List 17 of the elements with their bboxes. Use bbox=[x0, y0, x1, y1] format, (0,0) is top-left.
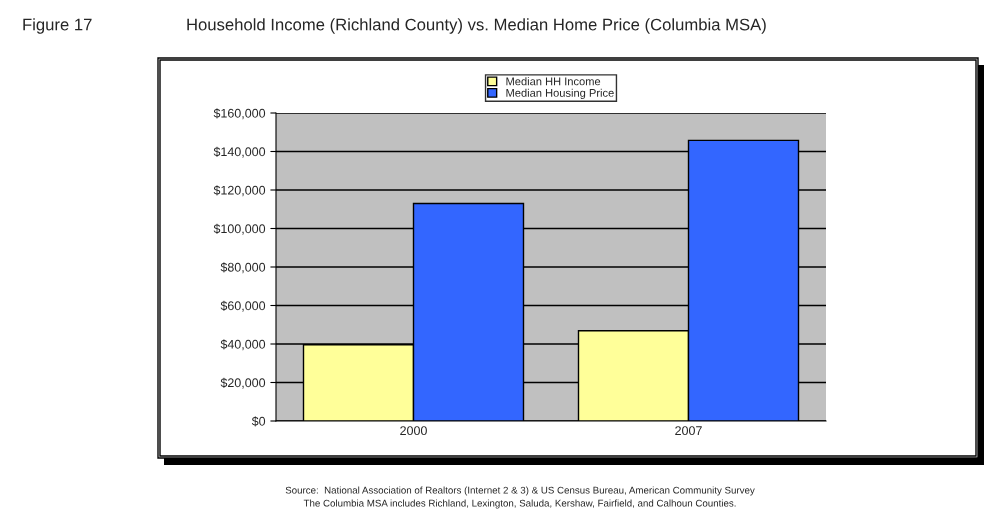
chart-title: Household Income (Richland County) vs. Median Home Price (Columbia MSA) bbox=[187, 18, 766, 34]
y-tick-label: $20,000 bbox=[220, 377, 266, 389]
y-tick-label: $40,000 bbox=[220, 339, 266, 351]
y-tick-label: $160,000 bbox=[213, 108, 266, 120]
y-tick-label: $100,000 bbox=[213, 223, 266, 235]
legend-label: Median HH Income bbox=[506, 77, 601, 86]
source-note: Source: National Association of Realtors (Internet 2 & 3) & US Census Bureau, American Community Survey bbox=[285, 486, 755, 496]
text: The Columbia MSA includes Richland, Lexington, Saluda, Kershaw, Fairfield, and Calhoun Counties. bbox=[303, 499, 736, 509]
y-tick-label: $80,000 bbox=[220, 262, 266, 274]
caption: Figure 17 bbox=[23, 18, 92, 34]
y-tick-label: $140,000 bbox=[213, 146, 266, 158]
legend-label: Median Housing Price bbox=[506, 88, 614, 100]
x-tick-label: 2007 bbox=[675, 426, 702, 436]
y-tick-label: $60,000 bbox=[220, 300, 266, 312]
y-tick-label: $0 bbox=[251, 416, 266, 427]
x-tick-label: 2000 bbox=[400, 426, 427, 436]
y-tick-label: $120,000 bbox=[213, 185, 266, 197]
